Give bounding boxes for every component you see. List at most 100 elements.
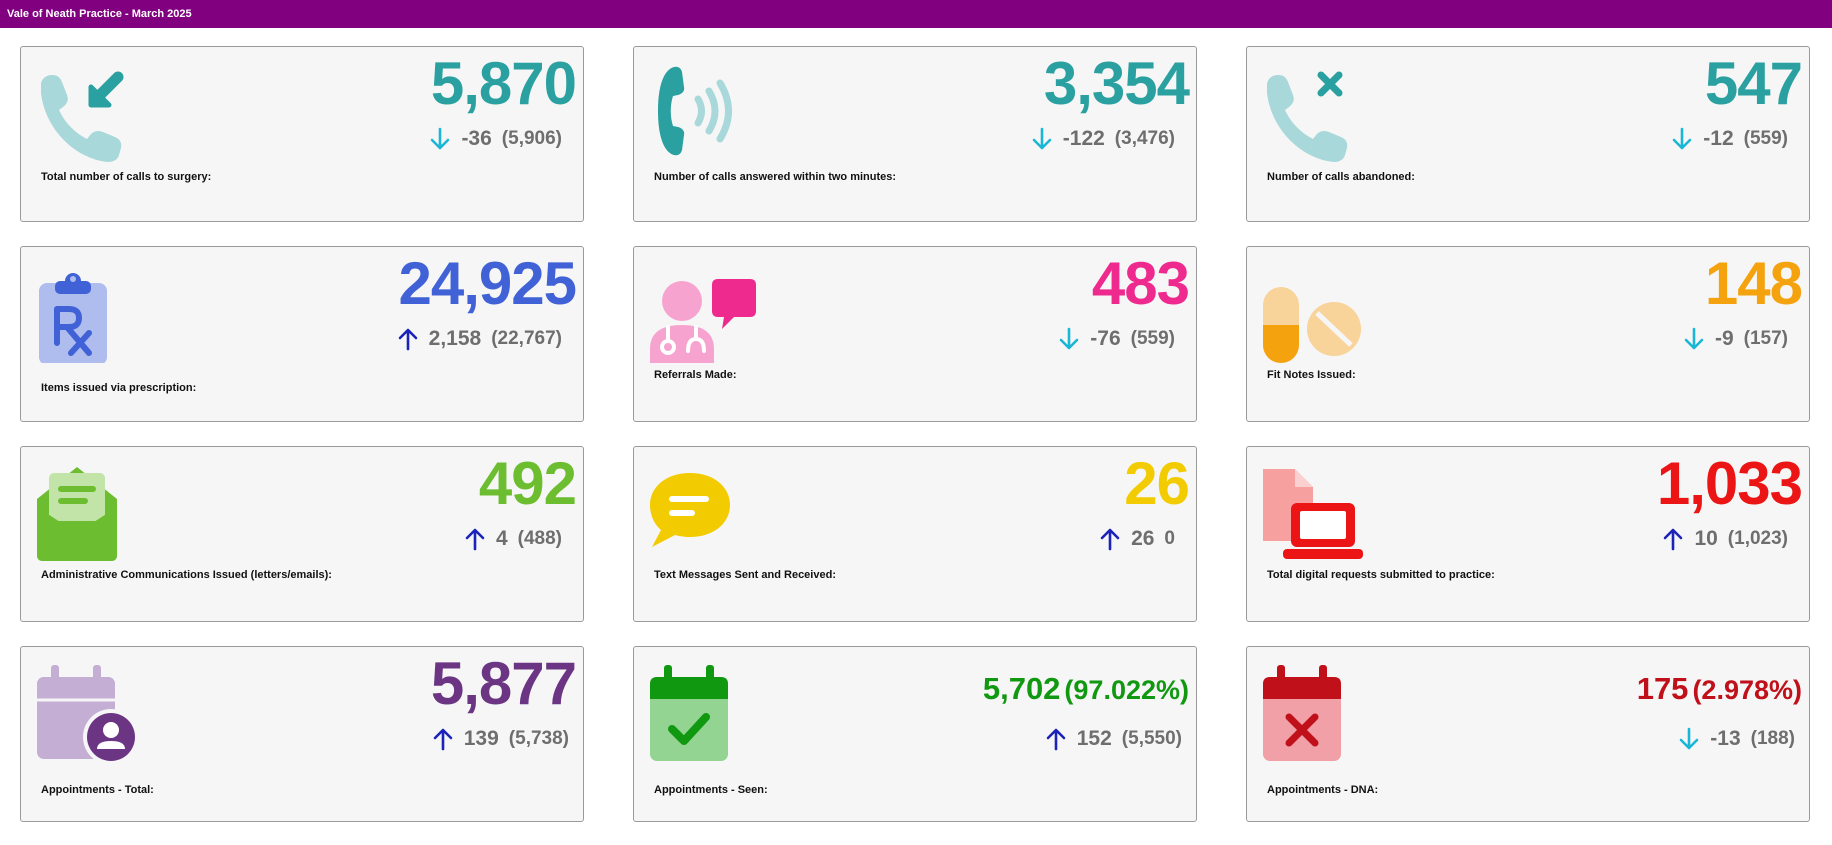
metric-value: 24,925 — [398, 250, 577, 317]
calendar-person-icon — [35, 663, 145, 763]
metric-value: 5,702 — [982, 671, 1061, 706]
metric-previous: (559) — [1743, 128, 1788, 149]
metric-delta: 26 — [1131, 527, 1155, 550]
arrow-down-icon — [1672, 127, 1692, 150]
metric-change: -36 (5,906) — [429, 124, 562, 154]
window-title: Vale of Neath Practice - March 2025 — [0, 0, 1832, 28]
calendar-cross-icon — [1261, 663, 1371, 763]
metric-card-prescriptions: 24,925 2,158 (22,767) Items issued via p… — [20, 246, 584, 422]
metric-delta: 10 — [1694, 527, 1718, 550]
arrow-up-icon — [398, 328, 417, 351]
metric-delta: -122 — [1062, 127, 1105, 150]
metric-card-text-messages: 26 26 0 Text Messages Sent and Received: — [633, 446, 1197, 622]
metric-delta: -9 — [1714, 327, 1734, 350]
arrow-down-icon — [1679, 727, 1699, 750]
metric-value: 5,870 — [430, 50, 577, 117]
metric-label: Total digital requests submitted to prac… — [1267, 569, 1495, 581]
metric-change: -12 (559) — [1671, 124, 1788, 154]
arrow-up-icon — [465, 528, 485, 551]
metric-value: 175 — [1636, 671, 1689, 706]
metric-change: 2,158 (22,767) — [397, 324, 562, 354]
metric-change: 4 (488) — [464, 524, 562, 554]
metric-delta: 2,158 — [428, 327, 482, 350]
metric-previous: (488) — [517, 528, 562, 549]
metric-card-admin-communications: 492 4 (488) Administrative Communication… — [20, 446, 584, 622]
metric-value: 492 — [478, 450, 577, 517]
arrow-down-icon — [1059, 327, 1079, 350]
metric-label: Number of calls abandoned: — [1267, 171, 1415, 183]
metric-value: 547 — [1704, 50, 1803, 117]
metric-delta: 139 — [463, 727, 499, 750]
calendar-check-icon — [648, 663, 758, 763]
metric-value: 26 — [1124, 450, 1190, 517]
metric-label: Total number of calls to surgery: — [41, 171, 212, 183]
metric-label: Appointments - Seen: — [654, 784, 768, 796]
metric-change: 139 (5,738) — [432, 724, 569, 754]
answered-call-icon — [648, 63, 758, 163]
metric-percentage: (2.978%) — [1692, 675, 1802, 705]
incoming-call-icon — [35, 63, 145, 163]
metric-change: 152 (5,550) — [1045, 724, 1182, 754]
metric-value: 1,033 — [1656, 450, 1803, 517]
metric-label: Fit Notes Issued: — [1267, 369, 1356, 381]
metric-value-group: 5,702 (97.022%) — [983, 669, 1189, 710]
metric-label: Items issued via prescription: — [41, 382, 197, 394]
metric-previous: (22,767) — [491, 328, 562, 349]
metric-card-appointments-seen: 5,702 (97.022%) 152 (5,550) Appointments … — [633, 646, 1197, 822]
metric-value: 148 — [1704, 250, 1803, 317]
metric-label: Text Messages Sent and Received: — [654, 569, 836, 581]
metric-card-digital-requests: 1,033 10 (1,023) Total digital requests … — [1246, 446, 1810, 622]
metric-value: 3,354 — [1043, 50, 1190, 117]
metric-previous: (157) — [1743, 328, 1788, 349]
metric-previous: (5,550) — [1121, 728, 1182, 749]
laptop-document-icon — [1261, 463, 1371, 563]
metric-previous: (5,906) — [501, 128, 562, 149]
metric-previous: 0 — [1164, 528, 1175, 549]
abandoned-call-icon — [1261, 63, 1371, 163]
doctor-referral-icon — [648, 263, 758, 363]
metric-delta: -36 — [461, 127, 492, 150]
metric-change: 10 (1,023) — [1662, 524, 1788, 554]
metric-label: Administrative Communications Issued (le… — [41, 569, 332, 581]
arrow-down-icon — [1684, 327, 1704, 350]
metric-value: 483 — [1091, 250, 1190, 317]
metric-value: 5,877 — [430, 650, 577, 717]
metric-card-referrals: 483 -76 (559) Referrals Made: — [633, 246, 1197, 422]
metric-delta: -76 — [1090, 327, 1121, 350]
pills-icon — [1261, 263, 1371, 363]
metric-value-group: 175 (2.978%) — [1637, 669, 1802, 710]
metric-card-calls-abandoned: 547 -12 (559) Number of calls abandoned: — [1246, 46, 1810, 222]
arrow-up-icon — [1664, 528, 1683, 551]
metric-previous: (3,476) — [1114, 128, 1175, 149]
metric-delta: -13 — [1710, 727, 1741, 750]
metric-label: Referrals Made: — [654, 369, 737, 381]
metric-label: Appointments - DNA: — [1267, 784, 1379, 796]
metric-change: -122 (3,476) — [1031, 124, 1175, 154]
metric-delta: 152 — [1076, 727, 1112, 750]
metric-change: 26 0 — [1099, 524, 1175, 554]
metric-previous: (5,738) — [508, 728, 569, 749]
metric-card-calls-answered: 3,354 -122 (3,476) Number of calls answe… — [633, 46, 1197, 222]
envelope-letter-icon — [35, 463, 145, 563]
arrow-up-icon — [1046, 728, 1066, 751]
arrow-down-icon — [1032, 127, 1052, 150]
metric-card-total-calls: 5,870 -36 (5,906) Total number of calls … — [20, 46, 584, 222]
metric-previous: (1,023) — [1727, 528, 1788, 549]
arrow-up-icon — [1100, 528, 1120, 551]
metric-change: -9 (157) — [1683, 324, 1788, 354]
metric-delta: 4 — [495, 527, 508, 550]
arrow-down-icon — [431, 127, 450, 150]
metric-label: Appointments - Total: — [41, 784, 154, 796]
prescription-clipboard-icon — [35, 263, 145, 363]
metric-card-appointments-dna: 175 (2.978%) -13 (188) Appointments - DNA… — [1246, 646, 1810, 822]
metric-change: -76 (559) — [1058, 324, 1175, 354]
metric-delta: -12 — [1703, 127, 1734, 150]
metric-percentage: (97.022%) — [1064, 675, 1189, 705]
arrow-up-icon — [433, 728, 453, 751]
chat-bubble-icon — [648, 463, 758, 563]
metric-change: -13 (188) — [1678, 724, 1795, 754]
metric-previous: (559) — [1130, 328, 1175, 349]
metric-label: Number of calls answered within two minu… — [654, 171, 897, 183]
metric-previous: (188) — [1750, 728, 1795, 749]
metric-card-fit-notes: 148 -9 (157) Fit Notes Issued: — [1246, 246, 1810, 422]
